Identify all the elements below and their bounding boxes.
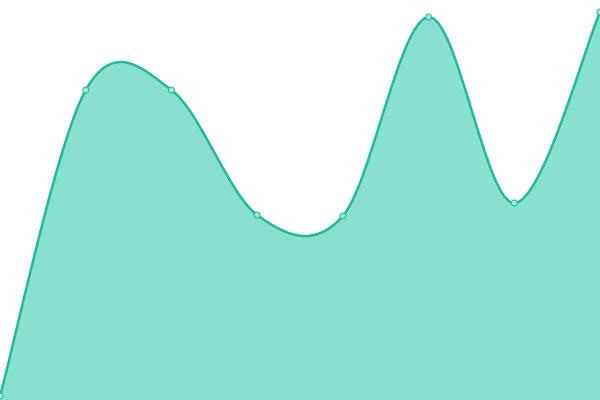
- data-point: [0, 392, 4, 400]
- data-point: [425, 13, 433, 21]
- data-point: [253, 211, 261, 219]
- data-point: [596, 8, 600, 16]
- data-point: [167, 86, 175, 94]
- data-point: [82, 86, 90, 94]
- area-fill: [0, 12, 600, 400]
- data-point: [339, 212, 347, 220]
- data-point: [510, 199, 518, 207]
